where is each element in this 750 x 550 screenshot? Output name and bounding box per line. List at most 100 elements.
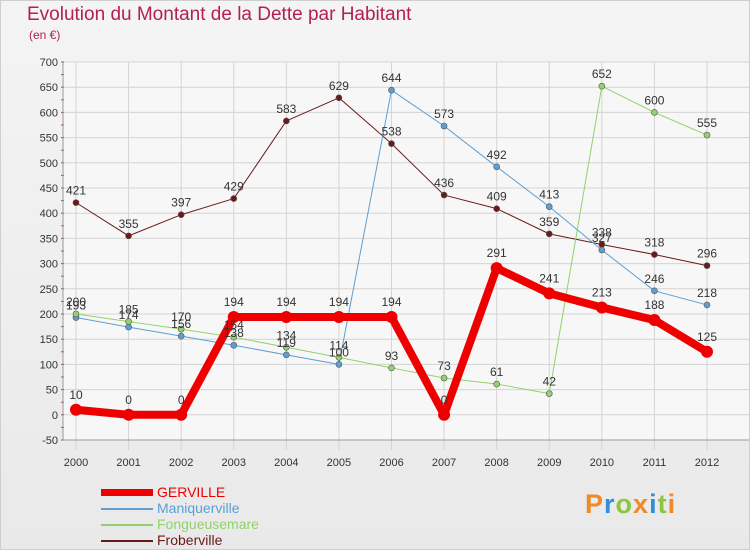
- data-point-maniquerville: [651, 287, 658, 295]
- data-label-gerville: 0: [125, 393, 132, 407]
- data-label-maniquerville: 100: [329, 345, 349, 359]
- data-label-maniquerville: 573: [434, 107, 454, 121]
- data-point-froberville: [72, 199, 80, 206]
- data-label-fongueusemare: 200: [66, 295, 86, 309]
- y-tick-label: 500: [40, 158, 58, 170]
- logo-letter: r: [604, 489, 616, 519]
- data-label-fongueusemare: 170: [171, 310, 191, 324]
- data-label-maniquerville: 413: [539, 188, 559, 202]
- y-tick-label: 400: [40, 208, 58, 220]
- legend-swatch-maniquerville: [101, 508, 153, 510]
- data-label-gerville: 194: [224, 295, 244, 309]
- y-tick-label: 100: [40, 359, 58, 371]
- data-label-gerville: 0: [441, 393, 448, 407]
- data-point-gerville: [227, 311, 240, 324]
- data-label-gerville: 0: [178, 393, 185, 407]
- data-point-maniquerville: [335, 361, 343, 368]
- data-label-maniquerville: 246: [644, 272, 664, 286]
- data-label-maniquerville: 174: [119, 308, 139, 322]
- x-tick-label: 2011: [643, 457, 667, 469]
- data-point-maniquerville: [125, 323, 132, 331]
- data-point-maniquerville: [283, 351, 290, 359]
- data-label-froberville: 583: [276, 102, 296, 116]
- data-point-froberville: [283, 117, 290, 125]
- data-point-froberville: [703, 262, 711, 269]
- data-label-maniquerville: 218: [697, 286, 717, 300]
- data-point-fongueusemare: [283, 343, 290, 351]
- data-point-froberville: [545, 230, 553, 238]
- data-label-gerville: 291: [487, 246, 507, 260]
- legend-label-fongueusemare: Fongueusemare: [157, 516, 259, 532]
- data-label-froberville: 409: [487, 190, 507, 204]
- proxiti-logo: Proxiti: [585, 489, 676, 520]
- data-point-fongueusemare: [177, 325, 185, 333]
- data-point-gerville: [543, 287, 556, 300]
- data-point-gerville: [385, 311, 398, 324]
- data-label-maniquerville: 327: [592, 231, 612, 245]
- data-point-fongueusemare: [703, 131, 711, 139]
- data-point-froberville: [493, 205, 500, 212]
- data-point-gerville: [438, 408, 451, 421]
- data-label-maniquerville: 119: [277, 336, 296, 350]
- data-point-froberville: [651, 251, 658, 258]
- x-tick-label: 2000: [64, 457, 88, 469]
- data-point-maniquerville: [703, 301, 711, 309]
- data-point-fongueusemare: [230, 333, 238, 341]
- data-point-fongueusemare: [72, 310, 80, 318]
- data-label-fongueusemare: 73: [437, 359, 451, 373]
- legend-swatch-fongueusemare: [101, 524, 153, 526]
- data-label-fongueusemare: 600: [644, 93, 664, 107]
- chart-title: Evolution du Montant de la Dette par Hab…: [27, 4, 412, 25]
- data-label-froberville: 318: [644, 236, 664, 250]
- legend-swatch-gerville: [101, 489, 153, 496]
- data-point-fongueusemare: [493, 380, 500, 388]
- x-tick-label: 2006: [379, 457, 403, 469]
- x-tick-label: 2012: [695, 457, 719, 469]
- data-label-fongueusemare: 185: [119, 303, 139, 317]
- data-label-froberville: 338: [592, 225, 612, 239]
- data-label-gerville: 194: [329, 295, 349, 309]
- data-label-fongueusemare: 61: [490, 365, 504, 379]
- x-tick-label: 2009: [537, 457, 561, 469]
- data-label-froberville: 538: [381, 125, 401, 139]
- legend-swatch-froberville: [101, 540, 153, 542]
- chart-subtitle: (en €): [29, 28, 61, 42]
- data-label-gerville: 241: [539, 271, 559, 285]
- data-label-froberville: 421: [66, 184, 86, 198]
- data-point-froberville: [335, 94, 343, 102]
- data-point-maniquerville: [493, 163, 500, 171]
- legend-label-maniquerville: Maniquerville: [157, 500, 240, 516]
- y-tick-label: 600: [40, 107, 58, 119]
- data-label-maniquerville: 156: [171, 317, 191, 331]
- logo-letter: i: [667, 489, 677, 519]
- data-label-gerville: 194: [381, 295, 401, 309]
- y-tick-label: 550: [40, 133, 58, 145]
- data-point-maniquerville: [545, 203, 553, 210]
- y-tick-label: -50: [42, 435, 58, 447]
- y-tick-label: 700: [40, 57, 58, 69]
- data-point-gerville: [175, 408, 188, 421]
- y-tick-label: 250: [40, 284, 58, 296]
- data-point-fongueusemare: [598, 82, 606, 90]
- logo-letter: t: [657, 489, 668, 519]
- x-tick-label: 2003: [222, 457, 246, 469]
- data-point-maniquerville: [440, 122, 448, 130]
- data-label-froberville: 429: [224, 180, 244, 194]
- y-tick-label: 50: [46, 385, 58, 397]
- data-point-fongueusemare: [440, 374, 448, 382]
- data-label-fongueusemare: 154: [224, 318, 244, 332]
- data-label-froberville: 359: [539, 215, 559, 229]
- x-tick-label: 2004: [274, 457, 298, 469]
- logo-letter: o: [615, 489, 634, 519]
- data-label-fongueusemare: 114: [329, 338, 348, 352]
- data-point-fongueusemare: [125, 318, 132, 325]
- data-label-maniquerville: 492: [487, 148, 507, 162]
- series-lines: [70, 82, 713, 421]
- y-tick-label: 150: [40, 334, 58, 346]
- data-point-gerville: [332, 311, 345, 324]
- data-label-maniquerville: 138: [224, 326, 244, 340]
- data-point-froberville: [388, 140, 395, 147]
- data-point-fongueusemare: [545, 390, 553, 397]
- data-point-maniquerville: [230, 341, 238, 349]
